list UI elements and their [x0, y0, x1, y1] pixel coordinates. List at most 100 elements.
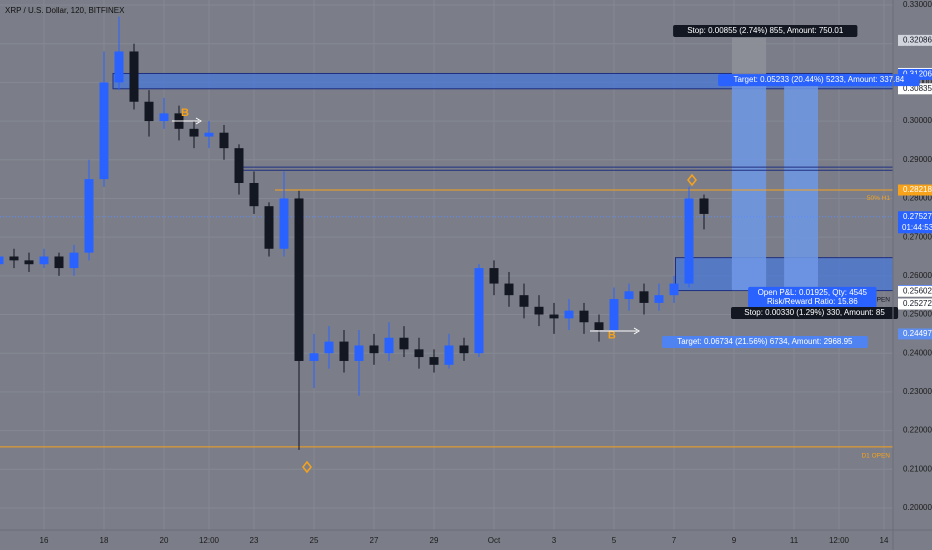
candle-body [474, 268, 484, 354]
countdown: 01:44:53 [902, 223, 932, 232]
candle-body [309, 353, 319, 361]
candle-body [564, 310, 574, 319]
arrow-head [633, 327, 640, 335]
y-tick-label: 0.22000 [903, 426, 932, 435]
annotation-box [748, 286, 877, 308]
candle-body [324, 341, 334, 354]
candle-body [414, 349, 424, 358]
x-tick-label: 12:00 [829, 536, 850, 545]
price-label-bg [898, 328, 932, 340]
price-label: 0.25602 [903, 286, 932, 295]
level-tag: 50% H1 [867, 195, 891, 202]
price-label-bg [898, 34, 932, 46]
price-label: 0.32086 [903, 35, 932, 44]
candle-body [234, 148, 244, 183]
level-tag: D1 OPEN [861, 452, 890, 459]
signal-icon [687, 173, 697, 187]
x-tick-label: 25 [310, 536, 319, 545]
price-label: 0.30835 [903, 84, 932, 93]
candle-body [219, 132, 229, 149]
candle-body [624, 291, 634, 300]
price-label-bg [898, 211, 932, 234]
annotation-text: Target: 0.05233 (20.44%) 5233, Amount: 3… [733, 75, 904, 84]
x-tick-label: 18 [100, 536, 109, 545]
candle-body [699, 198, 709, 214]
arrow-head [195, 117, 202, 125]
candle-body [24, 260, 34, 265]
price-label-bg [898, 285, 932, 297]
chart-title: XRP / U.S. Dollar, 120, BITFINEX [5, 6, 125, 15]
annotation-box [731, 306, 899, 319]
candle-body [144, 101, 154, 122]
position-box [731, 85, 767, 291]
position-box [731, 37, 767, 76]
candle-body [654, 295, 664, 303]
x-tick-label: 9 [732, 536, 737, 545]
candle-body [84, 179, 94, 253]
y-tick-label: 0.21000 [903, 464, 932, 473]
candle-body [159, 113, 169, 122]
x-tick-label: 14 [880, 536, 889, 545]
signal-icon [302, 460, 312, 474]
candle-body [669, 283, 679, 296]
annotation-box [718, 74, 920, 87]
candle-body [279, 198, 289, 249]
candle-body [294, 198, 304, 361]
annotation-box [673, 24, 858, 37]
candle-body [639, 291, 649, 303]
signal-label: B [181, 107, 189, 119]
candle-body [534, 306, 544, 315]
y-tick-label: 0.24000 [903, 348, 932, 357]
candle-body [114, 51, 124, 83]
candle-body [489, 268, 499, 284]
candle-body [39, 256, 49, 265]
x-tick-label: 5 [612, 536, 617, 545]
x-tick-label: 20 [160, 536, 169, 545]
y-tick-label: 0.26000 [903, 271, 932, 280]
candle-body [459, 345, 469, 354]
candle-body [684, 198, 694, 284]
annotation-text: Target: 0.06734 (21.56%) 6734, Amount: 2… [677, 337, 853, 346]
candle-body [444, 345, 454, 365]
candle-body [594, 322, 604, 330]
candle-body [549, 314, 559, 319]
x-tick-label: 16 [40, 536, 49, 545]
candle-body [264, 206, 274, 249]
x-tick-label: 23 [250, 536, 259, 545]
annotation-text: Stop: 0.00330 (1.29%) 330, Amount: 85 [744, 308, 885, 317]
annotation-text: Risk/Reward Ratio: 15.86 [767, 297, 858, 306]
candle-body [339, 341, 349, 361]
price-label: 0.28218 [903, 185, 932, 194]
candle-body [9, 256, 19, 261]
annotation-text: Open P&L: 0.01925, Qty: 4545 [758, 288, 868, 297]
candle-body [399, 337, 409, 350]
candle-body [69, 252, 79, 269]
price-label: 0.31206 [903, 70, 932, 79]
price-label: 0.27527 [903, 212, 932, 221]
y-tick-label: 0.25000 [903, 310, 932, 319]
price-label: 0.24497 [903, 329, 932, 338]
candle-body [354, 345, 364, 361]
y-tick-label: 0.33000 [903, 0, 932, 9]
price-label: 0.25272 [903, 299, 932, 308]
x-tick-label: 27 [370, 536, 379, 545]
candle-body [429, 357, 439, 365]
x-tick-label: Oct [488, 536, 501, 545]
candle-body [609, 299, 619, 330]
y-tick-label: 0.27000 [903, 232, 932, 241]
x-tick-label: 3 [552, 536, 557, 545]
candle-body [189, 128, 199, 137]
candle-body [249, 182, 259, 207]
candle-body [99, 82, 109, 180]
candle-body [54, 256, 64, 269]
candle-body [0, 256, 4, 265]
x-tick-label: 11 [790, 536, 799, 545]
x-tick-label: 7 [672, 536, 677, 545]
y-tick-label: 0.30000 [903, 116, 932, 125]
price-label-bg [898, 83, 932, 95]
candle-body [519, 295, 529, 307]
y-tick-label: 0.29000 [903, 155, 932, 164]
candle-body [129, 51, 139, 102]
annotation-box [662, 335, 868, 348]
